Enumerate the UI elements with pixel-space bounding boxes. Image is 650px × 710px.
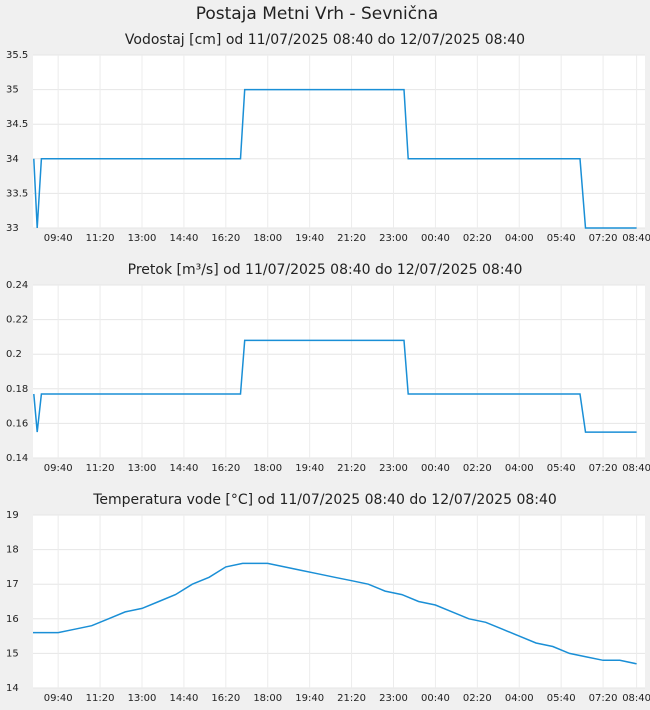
chart-title: Pretok [m³/s] od 11/07/2025 08:40 do 12/… — [128, 262, 523, 278]
x-tick-label: 11:20 — [86, 233, 115, 244]
x-tick-label: 18:00 — [253, 463, 282, 474]
x-tick-label: 21:20 — [337, 233, 366, 244]
y-tick-label: 0.2 — [6, 349, 22, 360]
x-tick-label: 21:20 — [337, 463, 366, 474]
y-tick-label: 34 — [6, 154, 19, 165]
x-tick-label: 11:20 — [86, 693, 115, 704]
x-tick-label: 19:40 — [295, 693, 324, 704]
x-tick-label: 00:40 — [421, 463, 450, 474]
x-tick-label: 05:40 — [547, 233, 576, 244]
y-tick-label: 0.18 — [6, 384, 28, 395]
y-tick-label: 0.16 — [6, 418, 28, 429]
x-tick-label: 18:00 — [253, 693, 282, 704]
x-tick-label: 08:40 — [622, 233, 650, 244]
page-title: Postaja Metni Vrh - Sevnična — [196, 4, 439, 24]
x-tick-label: 16:20 — [211, 233, 240, 244]
x-tick-label: 16:20 — [211, 463, 240, 474]
x-tick-label: 07:20 — [589, 463, 618, 474]
x-tick-label: 21:20 — [337, 693, 366, 704]
x-tick-label: 13:00 — [128, 693, 157, 704]
x-tick-label: 11:20 — [86, 463, 115, 474]
y-tick-label: 0.22 — [6, 315, 28, 326]
x-tick-label: 04:00 — [505, 463, 534, 474]
x-tick-label: 02:20 — [463, 233, 492, 244]
x-tick-label: 23:00 — [379, 233, 408, 244]
x-tick-label: 16:20 — [211, 693, 240, 704]
y-tick-label: 14 — [6, 683, 19, 694]
x-tick-label: 05:40 — [547, 693, 576, 704]
y-tick-label: 35 — [6, 85, 19, 96]
x-tick-label: 04:00 — [505, 693, 534, 704]
x-tick-label: 07:20 — [589, 693, 618, 704]
data-line — [33, 88, 637, 229]
x-tick-label: 23:00 — [379, 693, 408, 704]
y-tick-label: 16 — [6, 614, 19, 625]
x-tick-label: 04:00 — [505, 233, 534, 244]
chart-title: Vodostaj [cm] od 11/07/2025 08:40 do 12/… — [125, 32, 525, 48]
plot-area — [33, 285, 645, 458]
x-tick-label: 00:40 — [421, 233, 450, 244]
x-tick-label: 09:40 — [44, 463, 73, 474]
y-tick-label: 0.14 — [6, 453, 28, 464]
x-tick-label: 14:40 — [169, 693, 198, 704]
plot-area — [33, 55, 645, 228]
y-tick-label: 15 — [6, 648, 19, 659]
y-tick-label: 19 — [6, 510, 19, 521]
data-line — [33, 562, 637, 665]
x-tick-label: 13:00 — [128, 463, 157, 474]
plot-area — [33, 515, 645, 688]
x-tick-label: 14:40 — [169, 233, 198, 244]
x-tick-label: 08:40 — [622, 693, 650, 704]
x-tick-label: 05:40 — [547, 463, 576, 474]
y-tick-label: 35.5 — [6, 50, 28, 61]
y-tick-label: 34.5 — [6, 119, 28, 130]
y-tick-label: 17 — [6, 579, 19, 590]
x-tick-label: 08:40 — [622, 463, 650, 474]
data-line — [33, 339, 637, 433]
x-tick-label: 02:20 — [463, 463, 492, 474]
x-tick-label: 00:40 — [421, 693, 450, 704]
x-tick-label: 18:00 — [253, 233, 282, 244]
chart-title: Temperatura vode [°C] od 11/07/2025 08:4… — [92, 492, 557, 508]
x-tick-label: 19:40 — [295, 233, 324, 244]
x-tick-label: 13:00 — [128, 233, 157, 244]
y-tick-label: 0.24 — [6, 280, 28, 291]
x-tick-label: 09:40 — [44, 233, 73, 244]
x-tick-label: 23:00 — [379, 463, 408, 474]
x-tick-label: 14:40 — [169, 463, 198, 474]
y-tick-label: 33.5 — [6, 188, 28, 199]
x-tick-label: 07:20 — [589, 233, 618, 244]
x-tick-label: 02:20 — [463, 693, 492, 704]
x-tick-label: 19:40 — [295, 463, 324, 474]
x-tick-label: 09:40 — [44, 693, 73, 704]
y-tick-label: 18 — [6, 545, 19, 556]
y-tick-label: 33 — [6, 223, 19, 234]
